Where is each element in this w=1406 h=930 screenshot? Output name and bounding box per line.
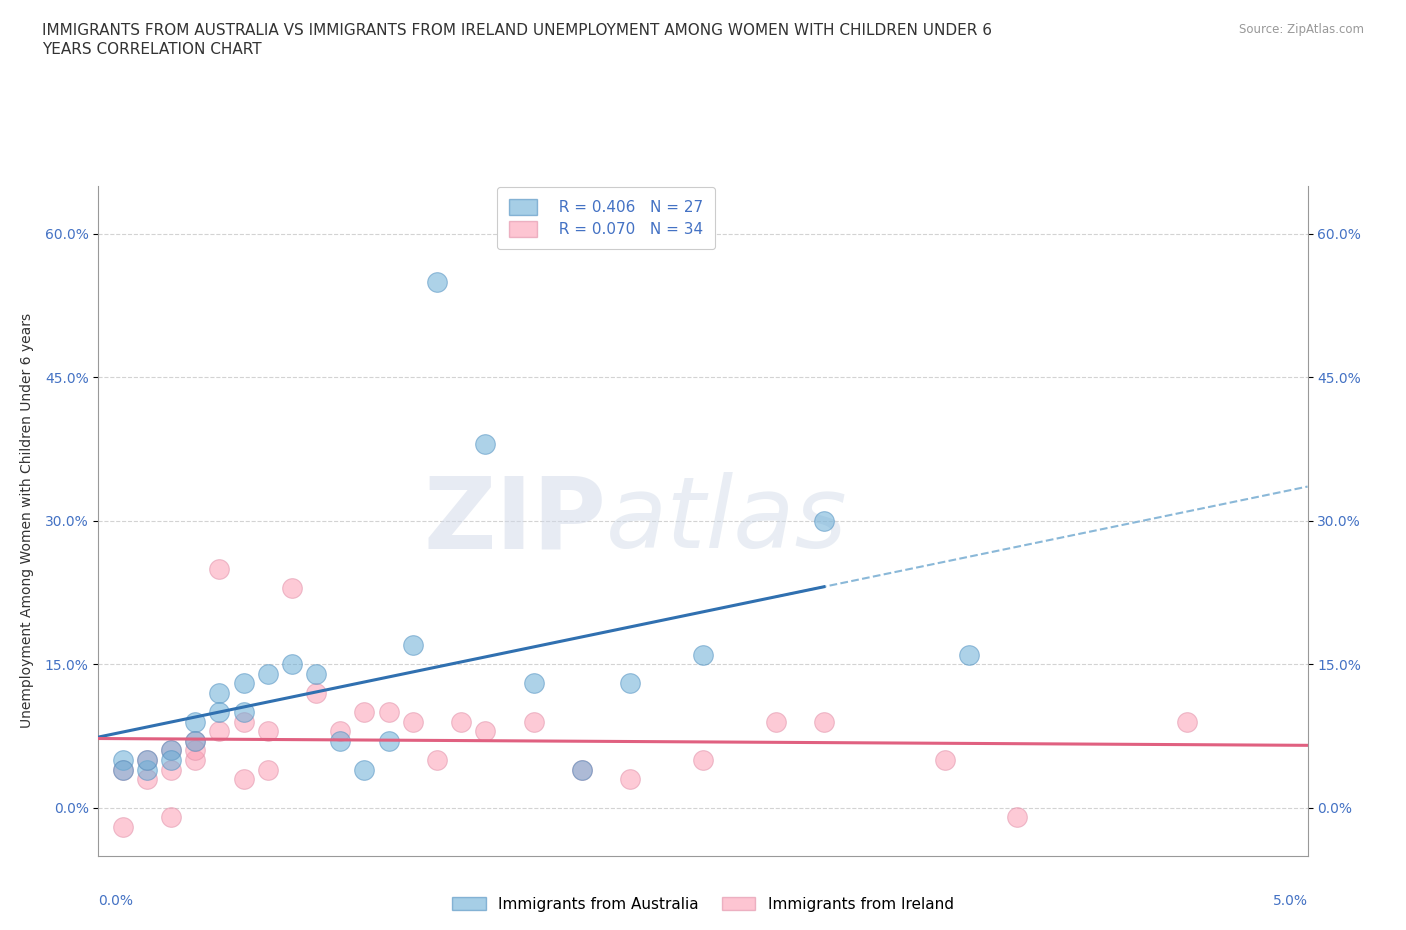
Point	[208, 705, 231, 720]
Text: 5.0%: 5.0%	[1272, 894, 1308, 908]
Point	[957, 647, 980, 662]
Point	[571, 762, 593, 777]
Point	[135, 762, 157, 777]
Point	[474, 724, 496, 738]
Point	[426, 274, 449, 289]
Legend:   R = 0.406   N = 27,   R = 0.070   N = 34: R = 0.406 N = 27, R = 0.070 N = 34	[498, 187, 716, 249]
Point	[135, 752, 157, 767]
Legend: Immigrants from Australia, Immigrants from Ireland: Immigrants from Australia, Immigrants fr…	[446, 890, 960, 918]
Point	[1007, 810, 1029, 825]
Point	[1175, 714, 1198, 729]
Point	[426, 752, 449, 767]
Point	[571, 762, 593, 777]
Point	[305, 667, 328, 682]
Point	[208, 561, 231, 576]
Point	[353, 762, 375, 777]
Point	[184, 714, 207, 729]
Point	[160, 762, 183, 777]
Point	[208, 685, 231, 700]
Point	[402, 714, 425, 729]
Point	[160, 810, 183, 825]
Point	[208, 724, 231, 738]
Point	[281, 657, 304, 671]
Point	[813, 714, 835, 729]
Point	[692, 752, 714, 767]
Point	[256, 724, 278, 738]
Point	[281, 580, 304, 595]
Point	[232, 772, 254, 787]
Point	[765, 714, 787, 729]
Point	[692, 647, 714, 662]
Point	[256, 762, 278, 777]
Point	[523, 676, 546, 691]
Point	[232, 676, 254, 691]
Point	[619, 772, 641, 787]
Text: 0.0%: 0.0%	[98, 894, 134, 908]
Text: IMMIGRANTS FROM AUSTRALIA VS IMMIGRANTS FROM IRELAND UNEMPLOYMENT AMONG WOMEN WI: IMMIGRANTS FROM AUSTRALIA VS IMMIGRANTS …	[42, 23, 993, 38]
Text: YEARS CORRELATION CHART: YEARS CORRELATION CHART	[42, 42, 262, 57]
Point	[329, 734, 352, 749]
Point	[474, 437, 496, 452]
Point	[160, 743, 183, 758]
Point	[256, 667, 278, 682]
Point	[305, 685, 328, 700]
Point	[184, 734, 207, 749]
Point	[111, 762, 134, 777]
Point	[160, 752, 183, 767]
Point	[934, 752, 956, 767]
Point	[813, 513, 835, 528]
Point	[377, 734, 399, 749]
Point	[135, 752, 157, 767]
Point	[232, 705, 254, 720]
Text: atlas: atlas	[606, 472, 848, 569]
Point	[111, 762, 134, 777]
Point	[135, 772, 157, 787]
Y-axis label: Unemployment Among Women with Children Under 6 years: Unemployment Among Women with Children U…	[20, 313, 34, 728]
Point	[184, 752, 207, 767]
Text: ZIP: ZIP	[423, 472, 606, 569]
Point	[329, 724, 352, 738]
Point	[619, 676, 641, 691]
Point	[377, 705, 399, 720]
Point	[402, 638, 425, 653]
Point	[111, 752, 134, 767]
Point	[523, 714, 546, 729]
Point	[353, 705, 375, 720]
Point	[184, 734, 207, 749]
Point	[450, 714, 472, 729]
Text: Source: ZipAtlas.com: Source: ZipAtlas.com	[1239, 23, 1364, 36]
Point	[111, 819, 134, 834]
Point	[160, 743, 183, 758]
Point	[184, 743, 207, 758]
Point	[232, 714, 254, 729]
